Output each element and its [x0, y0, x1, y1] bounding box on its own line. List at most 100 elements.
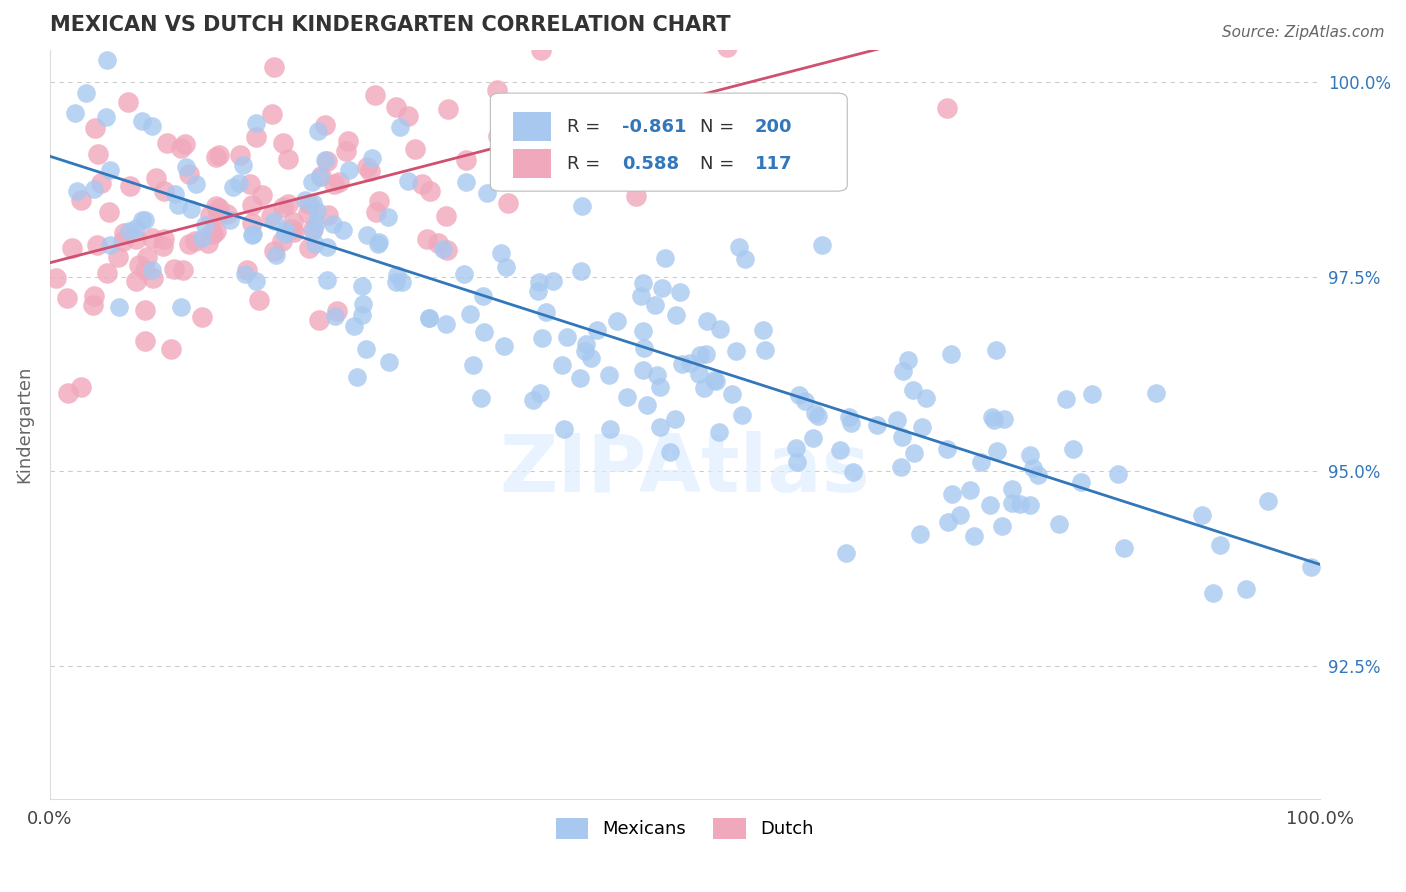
- Point: [522, 392, 544, 407]
- Point: [693, 381, 716, 395]
- Point: [728, 240, 751, 254]
- Point: [454, 175, 477, 189]
- Point: [131, 114, 153, 128]
- Point: [527, 284, 550, 298]
- Point: [695, 347, 717, 361]
- Point: [222, 180, 245, 194]
- Point: [219, 212, 242, 227]
- Point: [172, 263, 194, 277]
- Point: [173, 136, 195, 151]
- Point: [986, 444, 1008, 458]
- Point: [648, 419, 671, 434]
- Text: R =: R =: [567, 154, 606, 173]
- Point: [135, 250, 157, 264]
- Point: [396, 174, 419, 188]
- Point: [754, 343, 776, 357]
- Point: [911, 420, 934, 434]
- Point: [86, 147, 108, 161]
- Point: [239, 178, 262, 192]
- Point: [991, 519, 1014, 533]
- Point: [283, 215, 305, 229]
- Point: [190, 231, 212, 245]
- Point: [134, 212, 156, 227]
- Point: [83, 289, 105, 303]
- Point: [460, 307, 482, 321]
- Point: [205, 224, 228, 238]
- Point: [339, 163, 361, 178]
- Point: [472, 326, 495, 340]
- Point: [1001, 496, 1024, 510]
- Point: [1022, 461, 1045, 475]
- Point: [308, 169, 330, 184]
- Point: [134, 334, 156, 349]
- Point: [983, 412, 1005, 426]
- Point: [120, 178, 142, 193]
- Text: MEXICAN VS DUTCH KINDERGARTEN CORRELATION CHART: MEXICAN VS DUTCH KINDERGARTEN CORRELATIO…: [49, 15, 730, 35]
- Point: [165, 186, 187, 201]
- Point: [725, 343, 748, 358]
- Point: [208, 148, 231, 162]
- Point: [509, 154, 531, 169]
- Point: [492, 117, 515, 131]
- Point: [311, 169, 333, 184]
- Point: [636, 398, 658, 412]
- Point: [389, 120, 412, 134]
- Point: [1208, 538, 1230, 552]
- Point: [531, 330, 554, 344]
- Point: [274, 223, 297, 237]
- Point: [281, 222, 304, 236]
- Point: [184, 177, 207, 191]
- Y-axis label: Kindergarten: Kindergarten: [15, 366, 32, 483]
- Point: [949, 508, 972, 522]
- Point: [993, 412, 1015, 426]
- Point: [131, 212, 153, 227]
- Point: [346, 369, 368, 384]
- Point: [418, 310, 440, 325]
- Point: [70, 380, 93, 394]
- Point: [359, 164, 381, 178]
- Text: Source: ZipAtlas.com: Source: ZipAtlas.com: [1222, 25, 1385, 40]
- Point: [153, 232, 176, 246]
- Point: [361, 151, 384, 165]
- Point: [141, 119, 163, 133]
- Point: [277, 152, 299, 166]
- Point: [141, 231, 163, 245]
- Point: [190, 310, 212, 324]
- Point: [470, 392, 492, 406]
- Point: [897, 352, 920, 367]
- Point: [297, 206, 319, 220]
- Point: [1081, 387, 1104, 401]
- Point: [616, 390, 638, 404]
- Point: [828, 442, 851, 457]
- Point: [83, 182, 105, 196]
- Point: [322, 217, 344, 231]
- Point: [1062, 442, 1084, 456]
- Point: [263, 60, 285, 74]
- Point: [207, 208, 229, 222]
- Point: [461, 359, 484, 373]
- Point: [541, 274, 564, 288]
- Point: [194, 218, 217, 232]
- Point: [153, 184, 176, 198]
- Point: [891, 430, 914, 444]
- Text: N =: N =: [700, 154, 740, 173]
- Point: [1028, 467, 1050, 482]
- Point: [197, 236, 219, 251]
- Point: [354, 342, 377, 356]
- Point: [886, 413, 908, 427]
- Point: [498, 195, 520, 210]
- Point: [364, 87, 387, 102]
- Point: [228, 177, 250, 191]
- Point: [112, 226, 135, 240]
- Point: [938, 515, 960, 529]
- Point: [579, 351, 602, 365]
- Point: [1107, 467, 1129, 481]
- Point: [264, 247, 287, 261]
- Point: [941, 347, 963, 361]
- Point: [263, 214, 285, 228]
- Point: [201, 226, 224, 240]
- Point: [260, 107, 283, 121]
- Point: [304, 237, 326, 252]
- Point: [205, 150, 228, 164]
- Point: [631, 277, 654, 291]
